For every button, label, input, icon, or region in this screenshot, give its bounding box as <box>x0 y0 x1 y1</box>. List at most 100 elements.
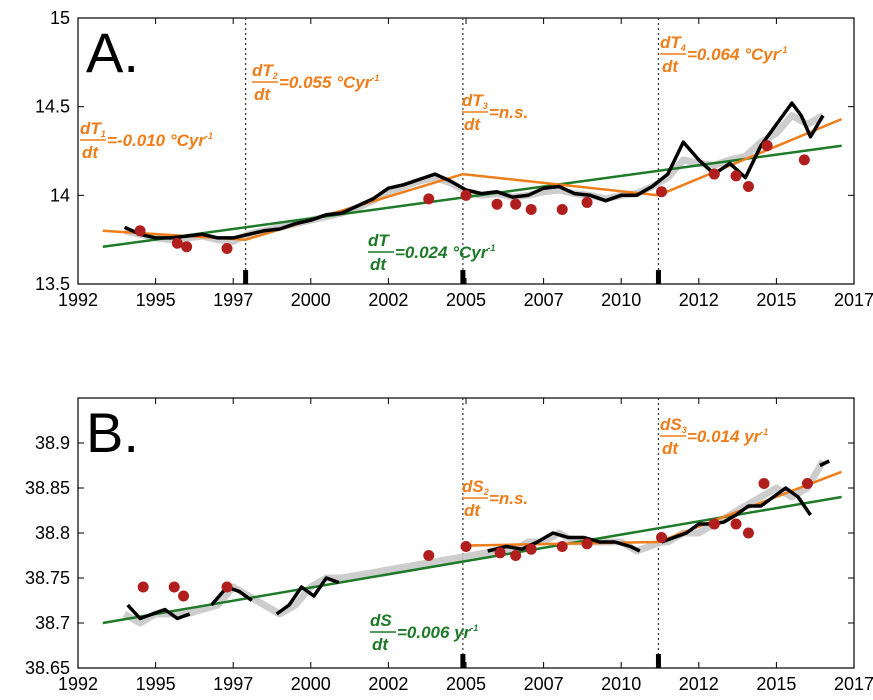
x-tick-label: 2000 <box>291 290 331 310</box>
ann-rest: =0.055 °Cyr <box>279 73 373 92</box>
x-tick-label: 1995 <box>136 674 176 694</box>
survey-point <box>460 189 472 201</box>
breakpoint-marker <box>460 270 466 284</box>
y-axis-b: 38.65 38.7 38.75 38.8 38.85 38.9 <box>25 433 854 678</box>
x-tick-label: 2002 <box>368 674 408 694</box>
ann-num: dS <box>370 611 392 630</box>
x-tick-label: 2017 <box>834 674 873 694</box>
svg-text:=0.064 °Cyr-1: =0.064 °Cyr-1 <box>687 45 787 64</box>
ann-num: dT <box>462 91 484 110</box>
survey-point <box>171 237 183 249</box>
annotation-dt4: dT4 dt =0.064 °Cyr-1 <box>660 33 787 76</box>
ann-rest: =0.024 °Cyr <box>395 243 489 262</box>
survey-point <box>556 204 568 216</box>
x-tick-label: 2012 <box>679 290 719 310</box>
y-tick-label: 38.65 <box>25 658 70 678</box>
ann-sup: -1 <box>760 427 768 437</box>
svg-text:dS3: dS3 <box>660 415 687 435</box>
ann-den: dt <box>254 85 271 104</box>
y-tick-label: 38.85 <box>25 478 70 498</box>
series-piecewise-fit <box>462 470 843 547</box>
survey-point <box>134 225 146 237</box>
series-b <box>102 459 843 627</box>
svg-text:dS2: dS2 <box>462 477 489 497</box>
survey-point <box>581 196 593 208</box>
series-smoothed <box>123 101 825 240</box>
svg-text:dT2: dT2 <box>252 61 278 81</box>
survey-point <box>656 186 668 198</box>
ann-den: dt <box>372 635 389 654</box>
panel-label-b: B. <box>86 401 139 464</box>
breakpoint-marker <box>655 270 661 284</box>
survey-point <box>181 241 193 253</box>
survey-point <box>656 532 668 543</box>
annotation-dt-total: dT dt =0.024 °Cyr-1 <box>368 231 495 274</box>
survey-point <box>168 581 180 593</box>
survey-point <box>708 518 720 530</box>
ann-den: dt <box>662 439 679 458</box>
x-tick-label: 2007 <box>524 674 564 694</box>
annotation-ds3: dS3 dt =0.014 yr-1 <box>660 415 768 458</box>
survey-point <box>178 590 190 602</box>
ann-den: dt <box>82 143 99 162</box>
svg-text:=0.014 yr-1: =0.014 yr-1 <box>687 427 768 446</box>
ann-num: dT <box>252 61 274 80</box>
annotation-ds2: dS2 dt =n.s. <box>462 477 528 520</box>
survey-point <box>798 154 810 166</box>
series-raw-band <box>123 112 825 245</box>
ann-num: dT <box>660 33 682 52</box>
survey-point <box>423 193 435 205</box>
ann-sup: -1 <box>371 73 379 83</box>
x-axis-a: 1992 1995 1997 2000 2002 2005 2007 2010 2012 2015… <box>58 18 873 310</box>
x-axis-b: 1992 1995 1997 2000 2002 2005 2007 2010 2012 2015… <box>58 398 873 694</box>
ann-rest: =-0.010 °Cyr <box>107 131 206 150</box>
x-tick-label: 2005 <box>446 290 486 310</box>
ann-sub: 2 <box>483 487 489 497</box>
survey-point <box>581 538 593 550</box>
y-tick-label: 14.5 <box>35 97 70 117</box>
annotation-dt1: dT1 dt =-0.010 °Cyr-1 <box>80 119 213 162</box>
y-tick-label: 38.9 <box>35 433 70 453</box>
ann-rest: =n.s. <box>489 103 528 122</box>
ann-rest: =0.006 yr <box>397 623 472 642</box>
x-tick-label: 2015 <box>756 290 796 310</box>
svg-text:dT4: dT4 <box>660 33 686 53</box>
ann-den: dt <box>370 255 387 274</box>
x-tick-label: 2017 <box>834 290 873 310</box>
ann-den: dt <box>662 57 679 76</box>
survey-point <box>758 478 770 489</box>
survey-point <box>221 243 233 255</box>
ann-rest: =n.s. <box>489 489 528 508</box>
y-tick-label: 13.5 <box>35 274 70 294</box>
y-tick-label: 38.8 <box>35 523 70 543</box>
ann-num: dS <box>462 477 484 496</box>
ann-den: dt <box>464 115 481 134</box>
series-piecewise-fit <box>102 117 843 241</box>
y-tick-label: 38.75 <box>25 568 70 588</box>
svg-text:=-0.010 °Cyr-1: =-0.010 °Cyr-1 <box>107 131 213 150</box>
survey-point <box>494 547 506 559</box>
survey-point <box>491 198 503 210</box>
svg-text:=0.055 °Cyr-1: =0.055 °Cyr-1 <box>279 73 379 92</box>
survey-point <box>460 541 472 552</box>
svg-text:=0.006 yr-1: =0.006 yr-1 <box>397 623 478 642</box>
ann-sup: -1 <box>779 45 787 55</box>
x-tick-label: 2000 <box>291 674 331 694</box>
series-smoothed <box>126 459 830 621</box>
survey-point <box>556 541 568 552</box>
breakpoint-marker <box>655 654 661 668</box>
series-linear-fit <box>102 144 842 249</box>
ann-rest: =0.064 °Cyr <box>687 45 781 64</box>
svg-text:dT3: dT3 <box>462 91 488 111</box>
x-tick-label: 2015 <box>756 674 796 694</box>
survey-point <box>221 581 233 593</box>
survey-point <box>510 550 522 561</box>
survey-point <box>801 478 813 489</box>
x-tick-label: 1997 <box>213 674 253 694</box>
survey-point <box>510 198 522 210</box>
annotation-ds-total: dS dt =0.006 yr-1 <box>370 611 478 654</box>
ann-num: dS <box>660 415 682 434</box>
x-tick-label: 2012 <box>679 674 719 694</box>
x-tick-label: 1995 <box>136 290 176 310</box>
